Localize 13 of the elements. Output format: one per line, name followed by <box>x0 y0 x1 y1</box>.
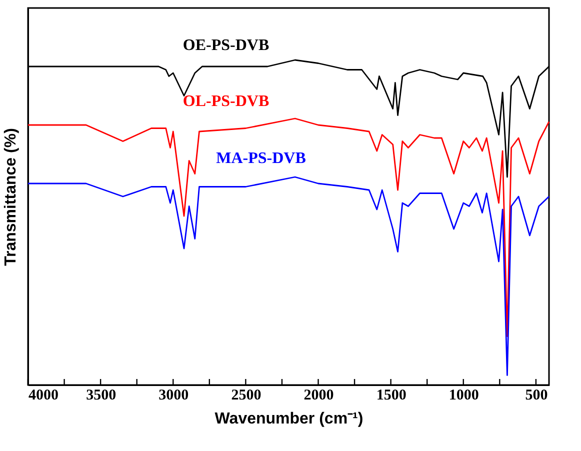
y-axis-title: Transmittance (%) <box>2 128 20 266</box>
series-label: MA-PS-DVB <box>216 150 306 167</box>
x-tick-label: 2500 <box>231 388 262 404</box>
x-tick-label: 3000 <box>158 388 189 404</box>
x-tick-label: 3500 <box>86 388 116 404</box>
x-tick-label: 1000 <box>448 388 479 404</box>
series-label: OL-PS-DVB <box>182 93 270 110</box>
x-axis-title: Wavenumber (cm⁻¹) <box>214 410 364 428</box>
series-label: OE-PS-DVB <box>182 37 270 54</box>
x-tick-label: 4000 <box>28 388 58 404</box>
x-tick-label: 2000 <box>304 388 334 404</box>
x-tick-label: 500 <box>525 388 548 404</box>
x-tick-label: 1500 <box>376 388 406 404</box>
